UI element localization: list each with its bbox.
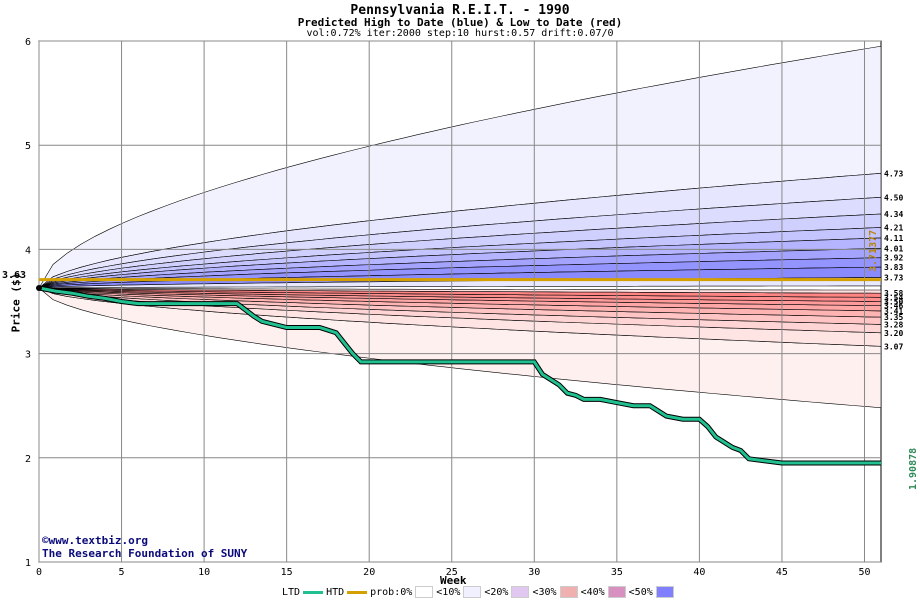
legend-lt20-swatch [511,586,530,598]
legend-lt50-label: <50% [628,586,653,598]
legend-htd-label: HTD [326,586,345,598]
band-end-label: 3.20 [884,329,903,338]
legend-lt30-swatch [559,586,578,598]
band-end-label: 4.50 [884,193,903,202]
credit-site[interactable]: ©www.textbiz.org [42,534,148,547]
band-end-label: 3.58 [884,289,903,298]
legend-htd-swatch [347,590,368,594]
current-price-label: 3.63 [2,270,27,281]
band-end-label: 4.73 [884,169,903,178]
legend-lt50-swatch [655,586,674,598]
x-tick-label: 30 [528,567,540,578]
band-end-label: 3.73 [884,274,903,283]
credit-org: The Research Foundation of SUNY [42,547,248,560]
legend-lt40-label: <40% [580,586,605,598]
x-tick-label: 10 [198,567,210,578]
x-tick-label: 50 [858,567,870,578]
y-tick-label: 1 [25,558,31,569]
high-to-date-label: 3.71377 [868,229,879,272]
y-tick-label: 3 [25,350,31,361]
x-tick-label: 25 [446,567,458,578]
band-end-label: 4.01 [884,244,903,253]
x-tick-label: 45 [776,567,788,578]
x-tick-label: 5 [119,567,125,578]
y-tick-label: 5 [25,141,31,152]
credit-block: ©www.textbiz.org The Research Foundation… [42,534,247,560]
band-end-label: 4.21 [884,224,903,233]
legend-prob0-label: prob:0% [370,586,413,598]
legend: LTD HTD prob:0% <10% <20% <30% <40% <50% [282,586,674,598]
band-end-label: 3.35 [884,313,903,322]
x-tick-label: 35 [611,567,623,578]
low-to-date-label: 1.90878 [908,447,919,490]
legend-lt20-label: <20% [484,586,509,598]
band-end-label: 4.34 [884,210,903,219]
chart-subtitle: Predicted High to Date (blue) & Low to D… [297,16,623,29]
y-tick-label: 6 [25,37,31,48]
x-tick-label: 0 [36,567,42,578]
chart-title: Pennsylvania R.E.I.T. - 1990 [350,3,570,18]
band-end-label: 3.54 [884,293,903,302]
legend-ltd-label: LTD [282,586,301,598]
ltd-line [38,286,881,465]
start-price-marker [36,284,42,291]
band-end-label: 3.28 [884,320,903,329]
band-end-label: 3.83 [884,263,903,272]
band-end-label: 3.41 [884,307,903,316]
legend-lt10-swatch [463,586,482,598]
band-end-label: 4.11 [884,234,903,243]
lower-band-9 [38,287,882,294]
band-end-label: 3.46 [884,302,903,311]
simulation-params: vol:0.72% iter:2000 step:10 hurst:0.57 d… [306,28,614,39]
legend-lt30-label: <30% [532,586,557,598]
x-tick-label: 40 [693,567,705,578]
band-end-label: 3.07 [884,342,903,351]
x-tick-label: 15 [281,567,293,578]
band-end-label: 3.50 [884,298,903,307]
y-tick-label: 2 [25,454,31,465]
band-end-label: 3.92 [884,254,903,263]
y-tick-label: 4 [25,245,31,256]
legend-lt40-swatch [607,586,626,598]
legend-prob0-swatch [415,586,434,598]
x-tick-label: 20 [363,567,375,578]
legend-ltd-swatch [303,590,324,594]
x-axis-label: Week [440,574,467,587]
legend-lt10-label: <10% [436,586,461,598]
y-axis-label: Price ($) [9,272,23,333]
